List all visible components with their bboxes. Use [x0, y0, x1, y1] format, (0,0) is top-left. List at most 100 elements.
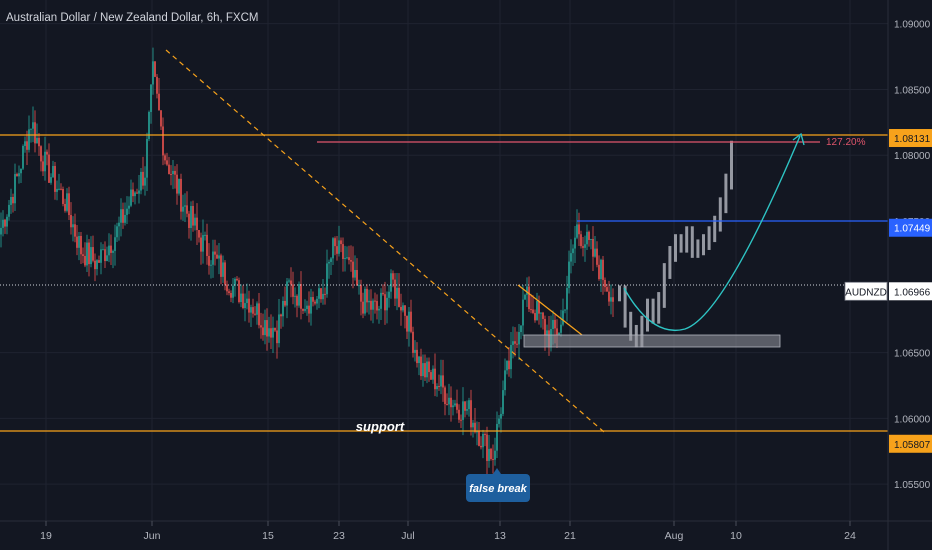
candle: [130, 189, 132, 206]
candle: [138, 190, 140, 194]
candle: [34, 122, 36, 144]
candle: [434, 368, 436, 390]
projection-curve[interactable]: [623, 135, 801, 331]
candle: [196, 217, 198, 231]
price-tag: [889, 218, 932, 237]
candle: [50, 177, 52, 183]
candle: [446, 404, 448, 406]
candle: [448, 397, 450, 405]
candle: [460, 419, 462, 421]
candle: [72, 224, 74, 228]
candle: [504, 370, 506, 391]
candle: [232, 285, 234, 298]
candle: [186, 205, 188, 214]
candle: [432, 368, 434, 380]
downtrend-line[interactable]: [165, 49, 605, 433]
candle: [512, 341, 514, 345]
candle: [48, 154, 50, 183]
candle: [96, 260, 98, 270]
candle: [16, 174, 18, 177]
candle: [600, 259, 602, 280]
candle: [128, 205, 130, 209]
candle: [286, 281, 288, 306]
flag-line[interactable]: [517, 284, 583, 336]
candle: [390, 273, 392, 292]
candle: [24, 141, 26, 146]
candle: [304, 309, 306, 311]
price-tick-label: 1.08500: [894, 85, 931, 96]
false-break-badge: false break: [466, 468, 530, 502]
candle: [334, 238, 336, 247]
candle: [92, 247, 94, 261]
candle: [308, 305, 310, 314]
candle: [606, 287, 608, 292]
projection-bar: [702, 234, 705, 256]
candle: [570, 253, 572, 262]
candle: [498, 418, 500, 424]
projection-bar: [618, 285, 621, 302]
candle: [506, 360, 508, 371]
candle: [140, 171, 142, 191]
candle: [90, 247, 92, 265]
candle: [492, 458, 494, 460]
candle: [58, 188, 60, 190]
candle: [124, 214, 126, 223]
candle: [350, 260, 352, 262]
projection-bar: [730, 140, 733, 190]
candle: [244, 303, 246, 309]
candle: [352, 261, 354, 278]
candle: [290, 280, 292, 285]
candle: [386, 297, 388, 311]
candle: [514, 341, 516, 344]
candle: [84, 255, 86, 266]
candle: [254, 313, 256, 315]
projection-bar: [662, 263, 666, 308]
projection-bar: [696, 239, 700, 258]
candle: [164, 155, 166, 161]
candle: [520, 325, 522, 333]
time-axis[interactable]: 19 Jun 15 23 Jul 13 21 Aug 10 24: [40, 521, 856, 542]
candle: [46, 151, 48, 155]
candle: [544, 318, 546, 336]
candle: [86, 242, 88, 266]
candle: [366, 288, 368, 303]
candle: [528, 286, 530, 310]
candle: [384, 294, 386, 311]
candle: [538, 300, 540, 314]
price-tick-label: 1.06000: [894, 414, 931, 425]
projection-bar: [646, 298, 649, 332]
projection-bar: [707, 226, 711, 250]
candle: [262, 327, 264, 336]
grid: [0, 0, 888, 521]
candle: [68, 193, 70, 216]
candle: [326, 263, 328, 295]
price-axis[interactable]: 1.090001.085001.080001.075001.065001.060…: [894, 20, 931, 491]
projection-bar: [724, 173, 728, 214]
candle: [176, 174, 178, 194]
demand-zone[interactable]: [523, 334, 781, 348]
candle: [218, 255, 220, 259]
candle: [370, 300, 372, 310]
candle: [556, 328, 558, 335]
candle: [466, 409, 468, 411]
candle: [494, 450, 496, 460]
candle: [442, 375, 444, 388]
candle: [40, 146, 42, 162]
candle: [20, 168, 22, 174]
candle: [396, 287, 398, 299]
candle: [26, 141, 28, 150]
support-label: support: [356, 419, 405, 434]
candle: [452, 405, 454, 408]
time-tick-label: 21: [564, 530, 576, 542]
candle: [358, 285, 360, 287]
candle: [310, 297, 312, 314]
candle: [604, 279, 606, 288]
candle: [394, 279, 396, 299]
candle: [172, 170, 174, 175]
candles: [0, 47, 614, 477]
candle: [444, 387, 446, 405]
time-tick-label: Jul: [401, 530, 414, 542]
candle: [562, 310, 564, 325]
